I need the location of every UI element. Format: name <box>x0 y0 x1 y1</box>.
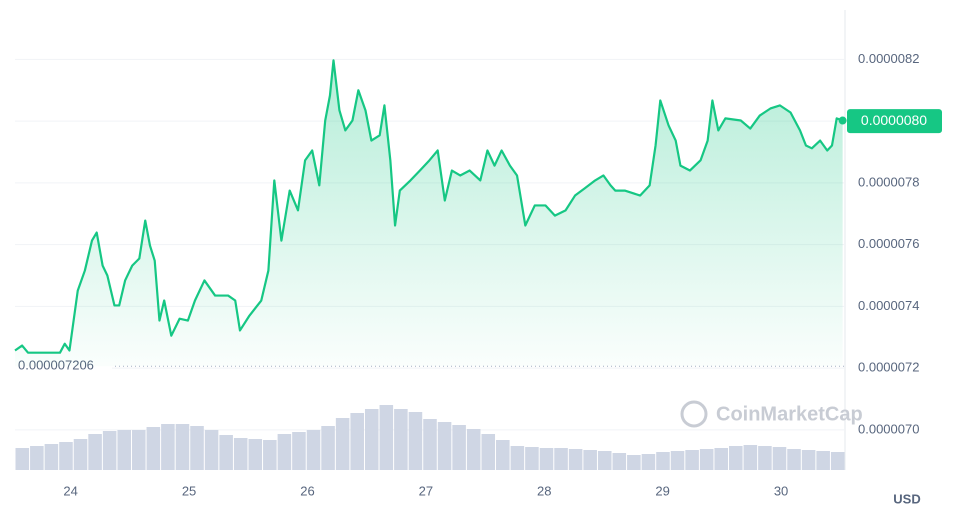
price-area <box>15 60 843 367</box>
volume-bar <box>335 418 350 470</box>
volume-bar <box>714 448 729 470</box>
volume-bar <box>612 453 627 470</box>
volume-bar <box>816 451 830 470</box>
volume-bar <box>729 446 743 470</box>
volume-bar <box>597 451 612 470</box>
volume-bar <box>321 426 335 470</box>
volume-bar <box>830 452 845 470</box>
y-tick-label: 0.0000072 <box>858 360 919 375</box>
volume-bar <box>190 426 204 470</box>
volume-bar <box>131 430 146 470</box>
volume-bar <box>59 442 73 470</box>
x-tick-label: 24 <box>63 483 77 498</box>
volume-bar <box>583 450 597 470</box>
volume-bar <box>277 434 292 470</box>
volume-bar <box>772 447 787 470</box>
x-tick-label: 30 <box>774 483 788 498</box>
volume-bar <box>306 430 321 470</box>
y-tick-label: 0.0000070 <box>858 421 919 436</box>
volume-bar <box>466 429 481 470</box>
y-tick-label: 0.0000076 <box>858 236 919 251</box>
y-tick-label: 0.0000082 <box>858 51 919 66</box>
x-tick-label: 27 <box>419 483 433 498</box>
volume-bar <box>394 409 408 470</box>
volume-bar <box>102 431 117 470</box>
volume-bar <box>408 412 423 470</box>
volume-bar <box>30 446 44 470</box>
y-tick-label: 0.0000074 <box>858 298 919 313</box>
watermark: CoinMarketCap <box>716 403 863 425</box>
volume-bar <box>525 447 539 470</box>
volume-bar <box>248 439 263 470</box>
volume-bar <box>364 409 379 470</box>
volume-bar <box>496 440 510 470</box>
x-tick-label: 28 <box>537 483 551 498</box>
price-line <box>14 59 844 354</box>
x-tick-label: 26 <box>300 483 314 498</box>
volume-bar <box>263 440 277 470</box>
volume-bar <box>510 446 525 470</box>
volume-bar <box>350 413 364 470</box>
volume-bar <box>539 448 554 470</box>
x-tick-label: 25 <box>182 483 196 498</box>
volume-bar <box>743 445 758 470</box>
volume-bar <box>379 405 394 470</box>
volume-bar <box>437 422 452 470</box>
volume-bar <box>670 451 685 470</box>
volume-bar <box>117 430 131 470</box>
volume-bar <box>656 452 670 470</box>
volume-bar <box>292 432 306 470</box>
volume-bar <box>685 450 699 470</box>
volume-bar <box>73 439 88 470</box>
volume-bar <box>44 444 59 470</box>
volume-bar <box>423 419 437 470</box>
volume-bar <box>233 438 248 470</box>
volume-bar <box>554 448 568 470</box>
volume-bar <box>641 454 656 470</box>
price-badge <box>847 109 942 134</box>
volume-bar <box>88 434 102 470</box>
volume-bar <box>175 424 190 470</box>
y-tick-label: 0.0000078 <box>858 174 919 189</box>
volume-bar <box>481 434 496 470</box>
currency-label: USD <box>893 491 920 506</box>
volume-bar <box>161 424 175 470</box>
volume-bar <box>15 448 30 470</box>
last-point <box>838 116 847 125</box>
x-tick-label: 29 <box>655 483 669 498</box>
volume-bar <box>204 430 219 470</box>
volume-bar <box>627 455 641 470</box>
volume-bar <box>568 449 583 470</box>
volume-bar <box>787 449 801 470</box>
price-badge-label: 0.0000080 <box>861 112 927 128</box>
volume-bar <box>699 449 714 470</box>
volume-bar <box>146 427 161 470</box>
watermark-icon <box>680 400 708 428</box>
volume-bar <box>758 446 772 470</box>
volume-bar <box>219 435 233 470</box>
volume-bar <box>801 450 816 470</box>
volume-bar <box>452 425 466 470</box>
